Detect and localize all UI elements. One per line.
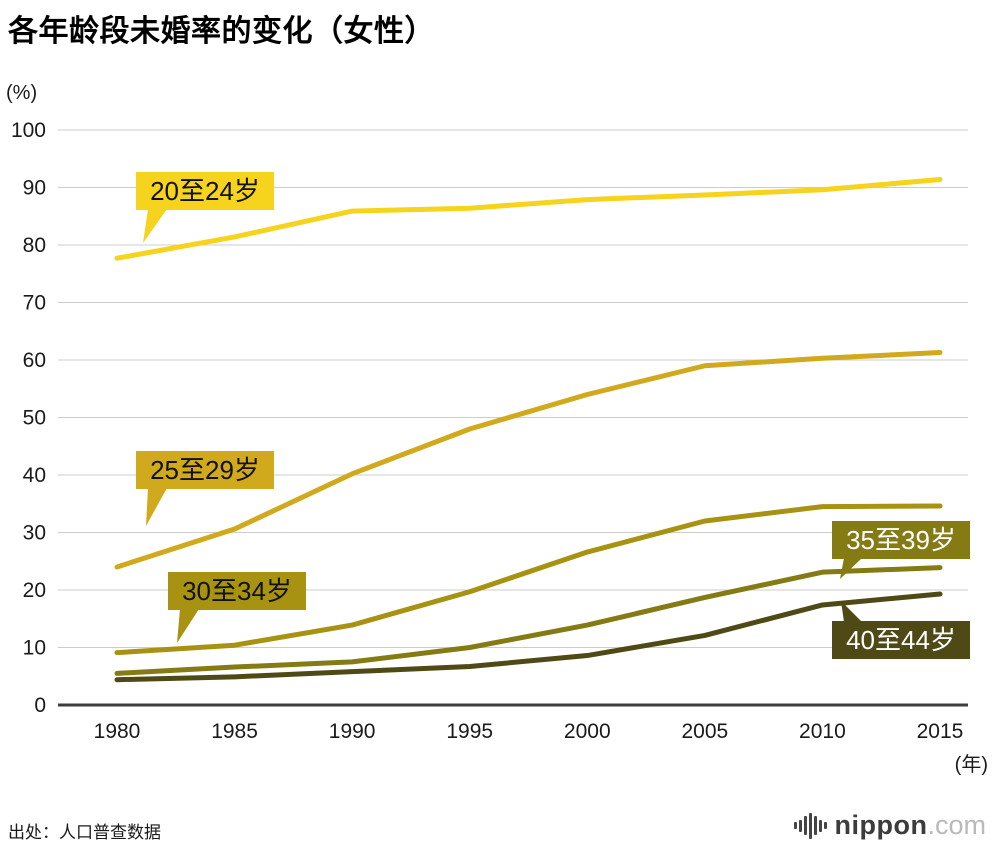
- x-tick-label: 2015: [917, 720, 964, 743]
- y-tick-label: 0: [34, 694, 46, 717]
- x-axis-unit-label: (年): [954, 754, 988, 776]
- label-tail: [840, 558, 862, 579]
- nippon-logo: nippon.com: [793, 810, 986, 841]
- label-text: 20至24岁: [150, 176, 260, 206]
- chart-title: 各年龄段未婚率的变化（女性）: [8, 15, 435, 48]
- y-tick-label: 30: [23, 522, 46, 545]
- label-box: [832, 521, 970, 559]
- x-tick-label: 1990: [329, 720, 376, 743]
- y-tick-label: 10: [23, 637, 46, 660]
- logo-text-nippon: nippon: [834, 810, 928, 840]
- label-text: 30至34岁: [182, 576, 292, 606]
- label-box: [136, 451, 274, 489]
- label-tail: [177, 609, 199, 643]
- x-tick-label: 2000: [564, 720, 611, 743]
- series-line-age-35-39: [114, 565, 943, 676]
- soundwave-icon: [793, 811, 827, 841]
- label-text: 35至39岁: [846, 525, 956, 555]
- y-tick-label: 20: [23, 579, 46, 602]
- label-tail: [143, 209, 167, 243]
- y-tick-label: 90: [23, 177, 46, 200]
- label-box: [168, 572, 306, 610]
- x-tick-label: 2005: [681, 720, 728, 743]
- label-tail: [841, 601, 862, 622]
- x-tick-label: 2010: [799, 720, 846, 743]
- series-line-age-25-29: [114, 350, 943, 570]
- y-tick-label: 40: [23, 464, 46, 487]
- source-note: 出处：人口普查数据: [8, 823, 161, 842]
- label-tail: [146, 488, 167, 526]
- x-tick-label: 1980: [94, 720, 141, 743]
- series-label-age-30-34: 30至34岁: [168, 572, 306, 643]
- series-line-age-30-34: [114, 503, 943, 656]
- y-axis-unit-label: (%): [6, 82, 38, 104]
- series-line-age-20-24: [114, 176, 943, 261]
- label-box: [136, 172, 274, 210]
- y-tick-label: 50: [23, 407, 46, 430]
- y-tick-label: 80: [23, 234, 46, 257]
- series-label-age-40-44: 40至44岁: [832, 601, 970, 659]
- label-box: [832, 621, 970, 659]
- y-tick-label: 60: [23, 349, 46, 372]
- series-label-age-20-24: 20至24岁: [136, 172, 274, 243]
- x-tick-label: 1985: [211, 720, 258, 743]
- series-label-age-25-29: 25至29岁: [136, 451, 274, 526]
- y-tick-label: 70: [23, 292, 46, 315]
- series-line-age-40-44: [114, 591, 943, 683]
- label-text: 40至44岁: [846, 625, 956, 655]
- x-tick-label: 1995: [446, 720, 493, 743]
- label-text: 25至29岁: [150, 455, 260, 485]
- y-tick-label: 100: [11, 119, 46, 142]
- logo-text-com: .com: [927, 810, 986, 840]
- series-label-age-35-39: 35至39岁: [832, 521, 970, 579]
